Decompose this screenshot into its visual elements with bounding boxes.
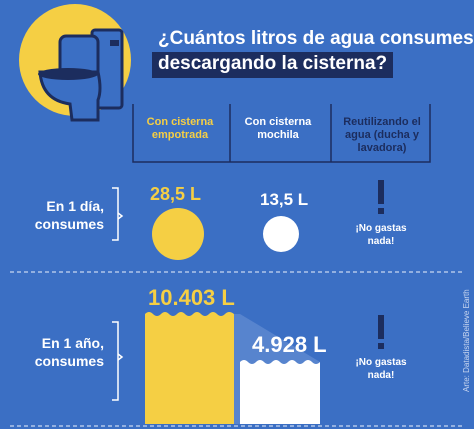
year-no-gastas: ¡No gastas nada!	[355, 357, 407, 381]
year-empotrada-value: 10.403 L	[148, 285, 235, 310]
page-title-line2: descargando la cisterna?	[152, 52, 394, 78]
toilet-bowl-icon	[38, 70, 102, 122]
day-mochila-value: 13,5 L	[260, 190, 309, 209]
row-label-day: En 1 día, consumes	[34, 198, 104, 232]
year-mochila-bar	[240, 360, 320, 424]
exclamation-icon-year	[378, 315, 384, 349]
day-mochila-circle	[263, 216, 299, 252]
column-header-empotrada: Con cisterna empotrada	[146, 116, 214, 141]
column-header-reutilizando: Reutilizando el agua (ducha y lavadora)	[343, 116, 421, 154]
page-title-line1: ¿Cuántos litros de agua consumes	[158, 28, 474, 49]
column-header-mochila: Con cisterna mochila	[244, 116, 312, 141]
exclamation-icon-day	[378, 180, 384, 214]
day-empotrada-circle	[152, 208, 204, 260]
row-label-year: En 1 año, consumes	[34, 335, 104, 369]
year-mochila-value: 4.928 L	[252, 332, 327, 357]
toilet-illustration	[19, 4, 131, 122]
day-no-gastas: ¡No gastas nada!	[355, 223, 407, 247]
credit-text: Arte: Datadista/Believe Earth	[462, 289, 471, 392]
year-empotrada-bar	[145, 312, 234, 424]
day-empotrada-value: 28,5 L	[150, 184, 202, 204]
